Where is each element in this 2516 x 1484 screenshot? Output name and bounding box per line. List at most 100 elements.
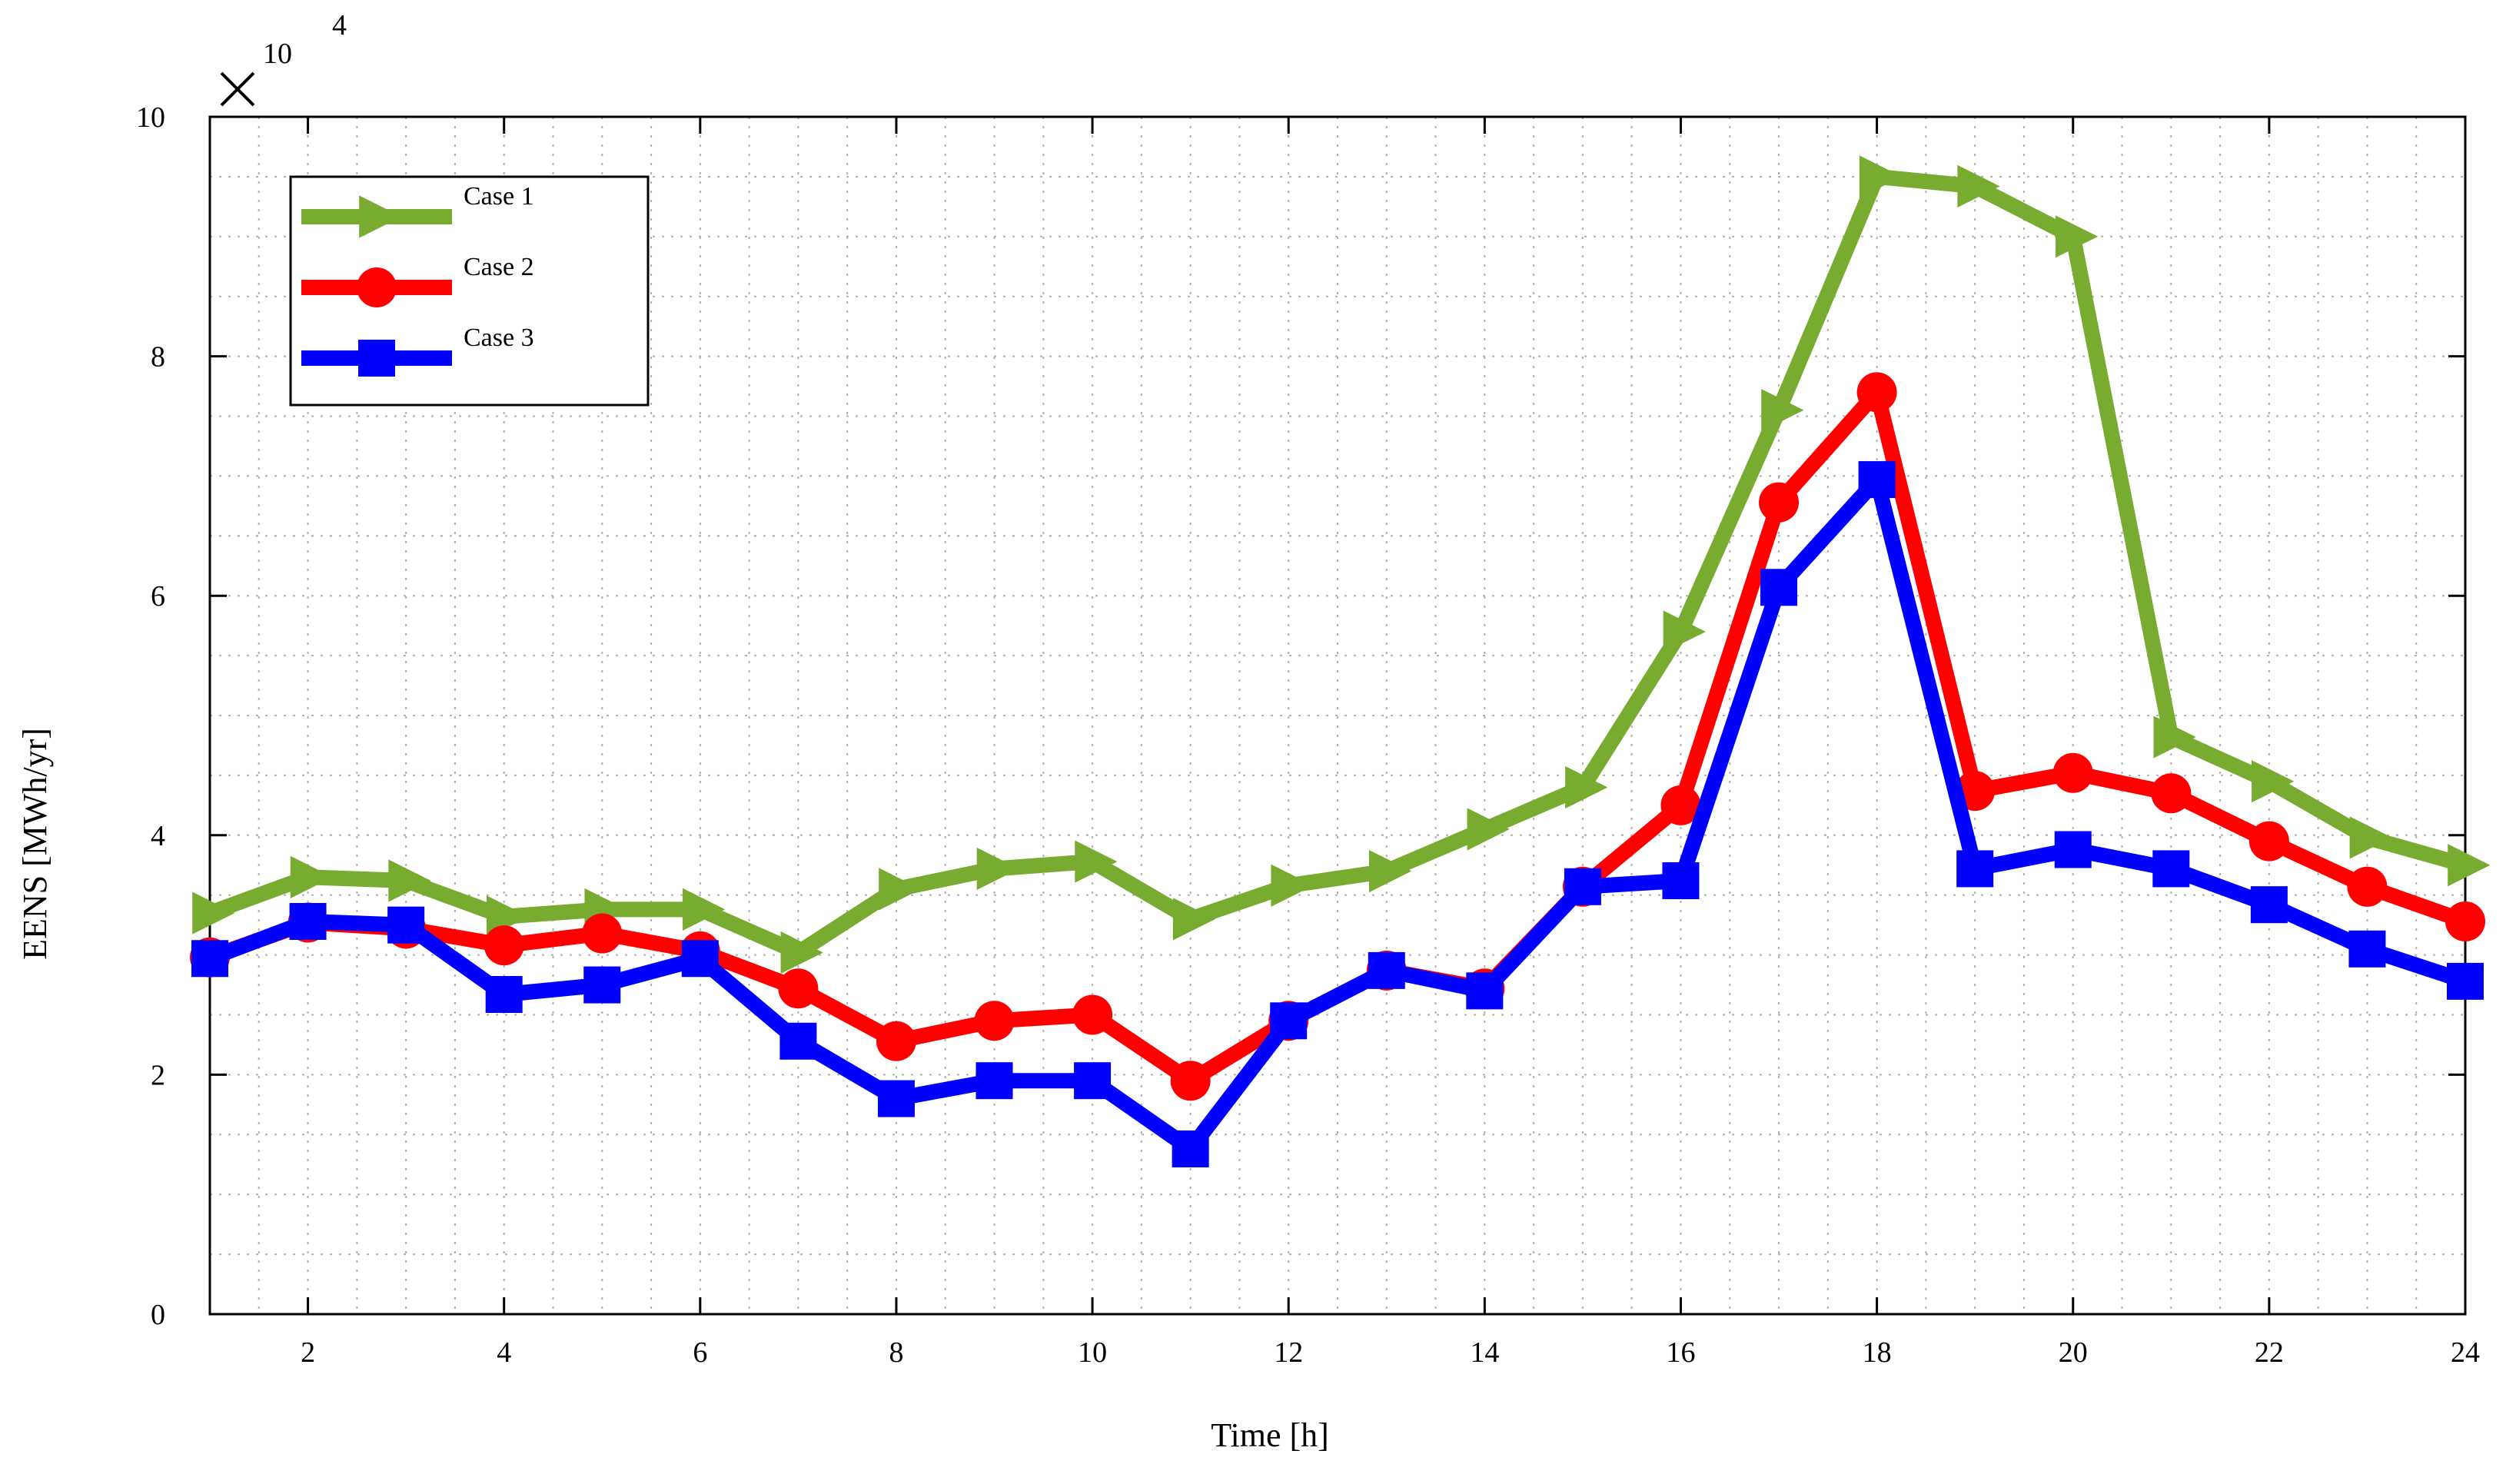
- data-point: [1467, 808, 1510, 851]
- legend-item: Case 2: [301, 253, 534, 307]
- data-point: [485, 976, 523, 1014]
- data-point: [1856, 372, 1897, 413]
- data-point: [1956, 850, 1994, 888]
- data-point: [2447, 962, 2484, 1000]
- x-axis-ticks: 2 4 6 8 10 12 14 16 18 20 22 24: [301, 117, 2480, 1369]
- data-point: [191, 940, 228, 978]
- x-tick-label: 18: [1863, 1336, 1892, 1369]
- data-point: [2252, 760, 2295, 803]
- data-point: [1270, 1002, 1308, 1040]
- x-tick-label: 14: [1470, 1336, 1499, 1369]
- data-point: [2152, 850, 2190, 888]
- data-point: [1271, 864, 1314, 907]
- multiplier-base: 10: [263, 38, 292, 70]
- data-point: [1466, 972, 1504, 1010]
- data-point: [1170, 1061, 1211, 1101]
- data-point: [484, 925, 524, 966]
- y-tick-label: 2: [151, 1059, 165, 1091]
- legend-item: Case 1: [301, 182, 534, 238]
- legend-label: Case 3: [464, 324, 534, 352]
- series-case-1: [192, 155, 2491, 974]
- y-axis-label: EENS [MWh/yr]: [16, 728, 54, 960]
- data-point: [2250, 886, 2288, 924]
- data-point: [1075, 840, 1118, 883]
- data-point: [2055, 215, 2099, 258]
- data-point: [681, 940, 719, 978]
- data-point: [2347, 866, 2388, 907]
- x-tick-label: 2: [301, 1336, 315, 1369]
- data-point: [1565, 765, 1608, 809]
- data-point: [1660, 785, 1701, 825]
- y-axis-ticks: 0 2 4 6 8 10: [136, 101, 2465, 1331]
- data-point: [2348, 930, 2386, 968]
- series-group: [190, 155, 2491, 1167]
- data-point: [1368, 849, 1412, 893]
- data-point: [192, 891, 235, 935]
- x-tick-label: 22: [2255, 1336, 2284, 1369]
- data-point: [1858, 461, 1896, 499]
- multiplier-exponent: 4: [332, 9, 347, 41]
- data-point: [1759, 482, 1800, 523]
- x-tick-label: 16: [1666, 1336, 1695, 1369]
- y-axis-multiplier: 10 4: [220, 9, 347, 107]
- y-tick-label: 10: [136, 101, 165, 134]
- data-point: [1859, 155, 1903, 198]
- x-tick-label: 24: [2451, 1336, 2480, 1369]
- data-point: [387, 906, 425, 944]
- x-tick-label: 4: [497, 1336, 511, 1369]
- data-point: [1072, 994, 1113, 1035]
- legend-label: Case 1: [464, 182, 534, 211]
- data-point: [974, 1001, 1015, 1041]
- data-point: [2151, 773, 2192, 814]
- y-tick-label: 6: [151, 580, 165, 613]
- data-point: [975, 1062, 1013, 1100]
- legend-marker: [358, 340, 395, 377]
- y-tick-label: 0: [151, 1299, 165, 1331]
- data-point: [290, 855, 333, 898]
- data-point: [289, 902, 327, 940]
- data-point: [1663, 610, 1706, 653]
- y-tick-label: 4: [151, 820, 165, 852]
- data-point: [877, 1080, 915, 1117]
- data-point: [1760, 569, 1798, 606]
- data-point: [2248, 821, 2289, 862]
- plot-area-frame: [208, 115, 2467, 1316]
- x-tick-label: 12: [1274, 1336, 1303, 1369]
- legend: Case 1 Case 2 Case 3: [289, 175, 650, 407]
- data-point: [876, 1021, 916, 1061]
- data-point: [2052, 752, 2093, 793]
- data-point: [2153, 715, 2196, 759]
- grid-lines: [210, 117, 2465, 1314]
- legend-marker: [359, 195, 402, 238]
- data-point: [683, 888, 726, 931]
- data-point: [1172, 1130, 1209, 1167]
- data-point: [879, 868, 922, 911]
- data-point: [2054, 831, 2092, 868]
- data-point: [976, 847, 1019, 891]
- data-point: [1368, 951, 1405, 989]
- data-point: [583, 966, 621, 1004]
- data-point: [1761, 389, 1804, 432]
- times-sign: [220, 71, 255, 107]
- x-axis-label: Time [h]: [1211, 1416, 1329, 1454]
- data-point: [1074, 1062, 1112, 1100]
- data-point: [2349, 816, 2392, 859]
- y-tick-label: 8: [151, 341, 165, 373]
- data-point: [1662, 862, 1700, 900]
- data-point: [778, 968, 819, 1009]
- data-point: [388, 859, 431, 902]
- data-point: [780, 931, 823, 974]
- x-tick-label: 10: [1078, 1336, 1107, 1369]
- data-point: [582, 913, 623, 954]
- legend-item: Case 3: [301, 324, 534, 377]
- data-point: [1564, 868, 1601, 905]
- series-case-3: [191, 461, 2484, 1167]
- legend-marker: [357, 267, 397, 307]
- x-tick-label: 20: [2059, 1336, 2088, 1369]
- data-point: [2448, 844, 2491, 887]
- x-tick-label: 8: [889, 1336, 903, 1369]
- data-point: [2445, 901, 2485, 941]
- legend-label: Case 2: [464, 253, 534, 281]
- data-point: [1957, 164, 2000, 207]
